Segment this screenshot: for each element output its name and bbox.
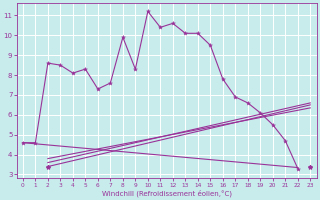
X-axis label: Windchill (Refroidissement éolien,°C): Windchill (Refroidissement éolien,°C) [101, 189, 232, 197]
